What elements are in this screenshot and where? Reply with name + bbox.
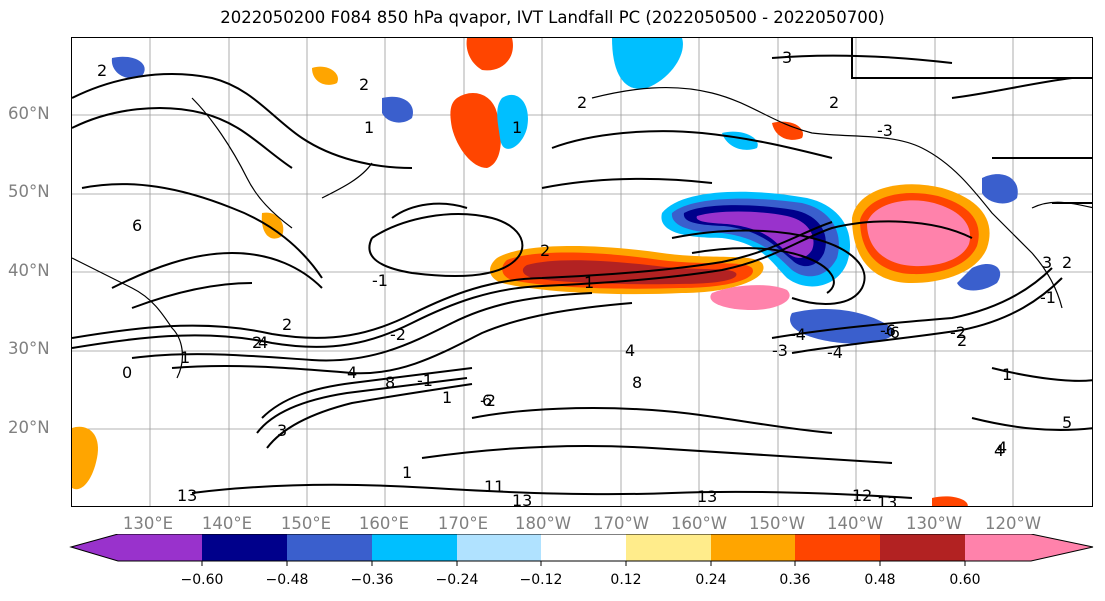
colorbar-swatch [1031, 534, 1093, 561]
lat-label-40n: 40°N [8, 261, 50, 280]
contour-label: 2 [359, 75, 369, 94]
contour-label: 3 [1042, 253, 1052, 272]
lon-label-130e: 130°E [122, 514, 174, 533]
colorbar-tick-label: −0.60 [180, 572, 224, 588]
contour-label: -2 [950, 323, 966, 342]
contour-label: 4 [258, 333, 268, 352]
lon-label-160w: 160°W [670, 514, 728, 533]
lon-label-120w: 120°W [984, 514, 1042, 533]
contour-label: 3 [277, 421, 287, 440]
lat-label-50n: 50°N [8, 182, 50, 201]
lat-label-20n: 20°N [8, 418, 50, 437]
contour-label: -1 [372, 271, 388, 290]
contour-label: 2 [957, 331, 967, 350]
contour-label: -6 [880, 321, 896, 340]
colorbar-swatch [711, 534, 795, 561]
contour-label: 1 [1002, 365, 1012, 384]
contour-label: 1 [180, 348, 190, 367]
contour-label: 1 [442, 388, 452, 407]
lon-label-140e: 140°E [201, 514, 253, 533]
lon-label-180w: 180°W [514, 514, 572, 533]
contour-label: 13 [877, 493, 897, 507]
contour-label: 6 [132, 216, 142, 235]
lat-label-30n: 30°N [8, 339, 50, 358]
chart-title: 2022050200 F084 850 hPa qvapor, IVT Land… [220, 8, 885, 27]
contour-label: -1 [1040, 288, 1056, 307]
lon-label-160e: 160°E [358, 514, 410, 533]
contour-label: 13 [177, 486, 197, 505]
lon-label-170w: 170°W [592, 514, 650, 533]
lon-label-140w: 140°W [826, 514, 884, 533]
lon-label-130w: 130°W [905, 514, 963, 533]
contour-label: -2 [390, 325, 406, 344]
contour-label: -2 [480, 391, 496, 410]
contour-label: -4 [827, 343, 843, 362]
colorbar-tick-label: −0.12 [519, 572, 563, 588]
contour-label: -4 [790, 325, 806, 344]
coastlines [72, 86, 1092, 379]
contour-label: 1 [364, 118, 374, 137]
contour-label: 11 [484, 477, 504, 496]
contour-label: 2 [97, 61, 107, 80]
contour-label: 1 [584, 273, 594, 292]
contour-label: 3 [782, 48, 792, 67]
colorbar-tick-label: −0.36 [350, 572, 394, 588]
contour-label: 4 [994, 441, 1004, 460]
contour-label: -3 [772, 341, 788, 360]
colorbar-swatch [880, 534, 965, 561]
contour-label: 4 [625, 341, 635, 360]
lon-label-170e: 170°E [437, 514, 489, 533]
contour-label: 1 [512, 118, 522, 137]
lat-label-60n: 60°N [8, 104, 50, 123]
colorbar-tick-label: 0.60 [949, 572, 981, 588]
colorbar: −0.60 −0.48 −0.36 −0.24 −0.12 0.12 0.24 … [0, 534, 1105, 601]
contour-label: 4 [347, 363, 357, 382]
colorbar-tick-label: 0.48 [864, 572, 896, 588]
map-svg: 2 3 1 2 1 2 2 -3 2 1 6 2 -1 -2 2 -1 2 4 … [72, 38, 1092, 507]
lon-label-150w: 150°W [748, 514, 806, 533]
contour-label: 13 [512, 491, 532, 507]
colorbar-ticks [201, 561, 966, 566]
colorbar-swatch [541, 534, 626, 561]
contour-label: 4 [997, 438, 1007, 457]
contour-label: -6 [884, 323, 900, 342]
colorbar-swatch [202, 534, 287, 561]
colorbar-swatch [965, 534, 1031, 561]
contour-label-layer: 2 3 1 2 1 2 2 -3 2 1 6 2 -1 -2 2 -1 2 4 … [97, 48, 1072, 507]
colorbar-swatch [457, 534, 541, 561]
contour-label: 2 [282, 315, 292, 334]
colorbar-tick-label: −0.48 [265, 572, 309, 588]
contour-label: -3 [877, 121, 893, 140]
contour-label: 5 [1062, 413, 1072, 432]
colorbar-swatch [795, 534, 880, 561]
contour-label: 1 [402, 463, 412, 482]
colorbar-tick-label: −0.24 [435, 572, 479, 588]
contour-label: 2 [540, 241, 550, 260]
contour-label: 8 [385, 373, 395, 392]
colorbar-svg [69, 534, 1094, 566]
contour-label: -1 [417, 371, 433, 390]
colorbar-swatch [372, 534, 457, 561]
contour-label: 12 [852, 486, 872, 505]
colorbar-tick-label: 0.12 [610, 572, 642, 588]
contour-label: 6 [482, 391, 492, 410]
contour-label: 0 [122, 363, 132, 382]
colorbar-outline [69, 534, 1094, 562]
contour-label: 2 [577, 93, 587, 112]
contour-label: 2 [1062, 253, 1072, 272]
contour-label: 2 [252, 333, 262, 352]
contour-label: 8 [632, 373, 642, 392]
lon-label-150e: 150°E [280, 514, 332, 533]
colorbar-tick-label: 0.36 [779, 572, 811, 588]
colorbar-swatch [71, 534, 118, 561]
colorbar-swatch [626, 534, 711, 561]
shaded-regions [72, 38, 1018, 506]
colorbar-swatch [287, 534, 372, 561]
colorbar-swatch [118, 534, 202, 561]
contour-lines [72, 38, 1092, 499]
map-panel: 2 3 1 2 1 2 2 -3 2 1 6 2 -1 -2 2 -1 2 4 … [71, 37, 1093, 507]
colorbar-tick-label: 0.24 [695, 572, 727, 588]
contour-label: 13 [697, 487, 717, 506]
contour-label: 2 [829, 93, 839, 112]
